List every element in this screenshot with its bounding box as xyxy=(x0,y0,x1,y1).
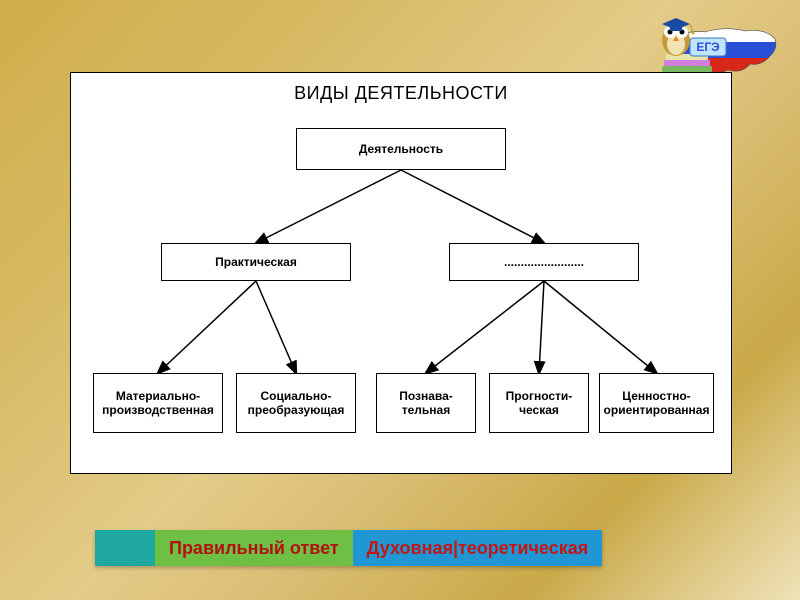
answer-bar: Правильный ответ Духовная|теоретическая xyxy=(95,530,602,566)
node-l2c: Познава-тельная xyxy=(376,373,476,433)
answer-tab[interactable] xyxy=(95,530,155,566)
edge-l1b-l2d xyxy=(539,281,544,373)
diagram-title: ВИДЫ ДЕЯТЕЛЬНОСТИ xyxy=(71,83,731,104)
node-l2d: Прогности-ческая xyxy=(489,373,589,433)
diagram-panel: ВИДЫ ДЕЯТЕЛЬНОСТИ Деятельность Практическ… xyxy=(70,72,732,474)
node-l2b: Социально-преобразующая xyxy=(236,373,356,433)
node-l1a: Практическая xyxy=(161,243,351,281)
edge-l1b-l2e xyxy=(544,281,657,373)
edge-l1a-l2a xyxy=(158,281,256,373)
logo-text: ЕГЭ xyxy=(696,40,720,54)
node-l1b: ........................ xyxy=(449,243,639,281)
node-l2a: Материально-производственная xyxy=(93,373,223,433)
edge-root-l1b xyxy=(401,170,544,243)
answer-value: Духовная|теоретическая xyxy=(353,530,603,566)
node-root: Деятельность xyxy=(296,128,506,170)
edge-l1b-l2c xyxy=(426,281,544,373)
answer-label: Правильный ответ xyxy=(155,530,353,566)
slide-background: ЕГЭ ВИДЫ ДЕЯТЕЛЬНОСТИ Деятельность Практи… xyxy=(0,0,800,600)
node-l2e: Ценностно-ориентированная xyxy=(599,373,714,433)
edge-l1a-l2b xyxy=(256,281,296,373)
edge-root-l1a xyxy=(256,170,401,243)
